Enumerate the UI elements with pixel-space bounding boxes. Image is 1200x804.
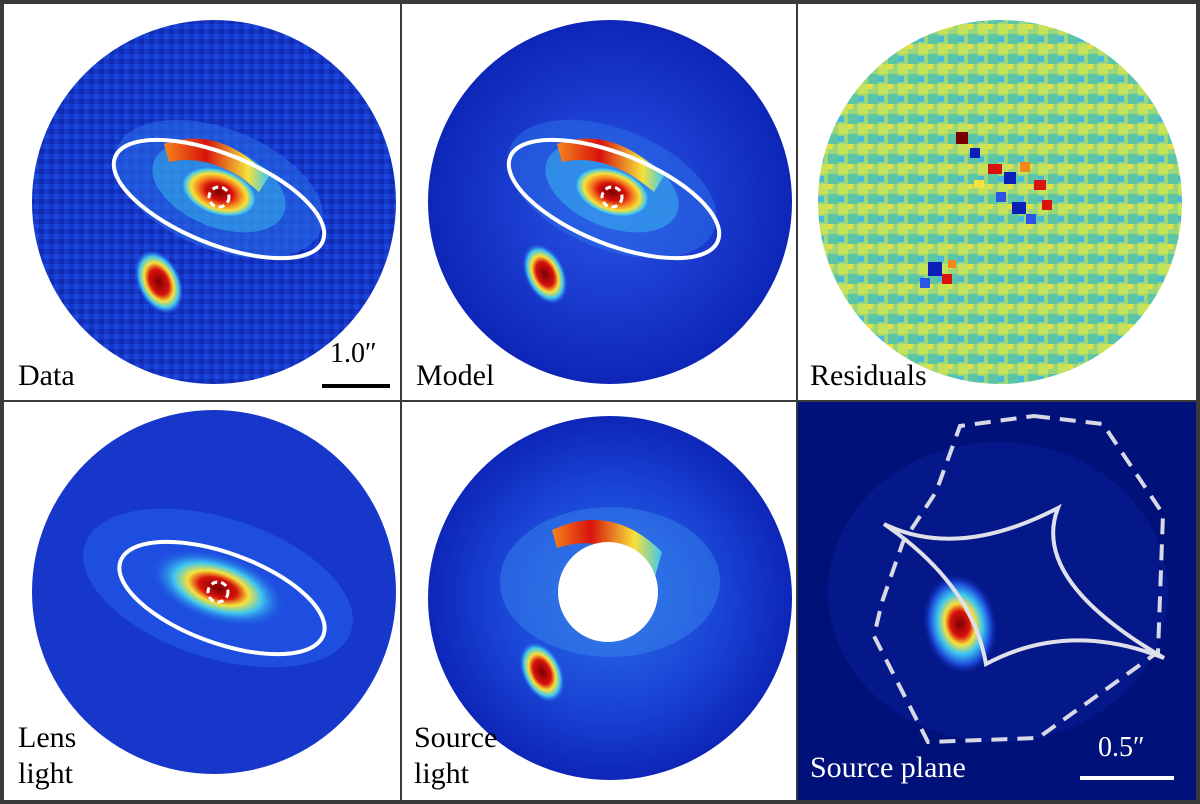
source-light-label-line2: light — [414, 757, 470, 790]
model-label: Model — [416, 359, 495, 392]
source-light-image — [402, 402, 796, 800]
frame-vertical-1 — [400, 0, 402, 804]
source-plane-label: Source plane — [810, 751, 966, 784]
lens-light-label-line1: Lens — [18, 721, 77, 754]
data-image — [4, 4, 400, 400]
frame-top — [0, 0, 1200, 4]
lens-light-panel: Lens light — [4, 402, 400, 800]
model-panel: Model — [402, 4, 796, 400]
residuals-panel: Residuals — [798, 4, 1196, 400]
model-image — [402, 4, 796, 400]
data-scale-label: 1.0″ — [330, 338, 377, 369]
residuals-image — [798, 4, 1196, 400]
frame-vertical-2 — [796, 0, 798, 804]
lens-light-label-line2: light — [18, 757, 74, 790]
source-light-panel: Source light — [402, 402, 796, 800]
source-plane-scale-label: 0.5″ — [1098, 732, 1145, 763]
source-plane-image — [798, 402, 1196, 800]
data-label: Data — [18, 359, 75, 392]
frame-middle-horizontal — [0, 400, 1200, 402]
residuals-label: Residuals — [810, 359, 927, 392]
lens-light-image — [4, 402, 400, 800]
frame-right — [1196, 0, 1200, 804]
frame-bottom — [0, 800, 1200, 804]
data-panel: Data 1.0″ — [4, 4, 400, 400]
source-plane-panel: Source plane 0.5″ — [798, 402, 1196, 800]
source-light-label-line1: Source — [414, 721, 498, 754]
frame-left — [0, 0, 4, 804]
